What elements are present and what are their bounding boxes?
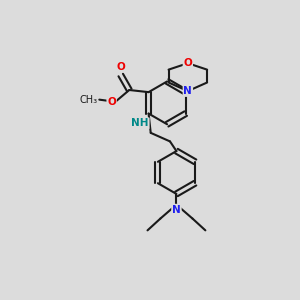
Text: O: O xyxy=(107,97,116,107)
Text: N: N xyxy=(184,86,192,96)
Text: O: O xyxy=(184,58,192,68)
Text: N: N xyxy=(172,205,181,214)
Text: NH: NH xyxy=(131,118,149,128)
Text: O: O xyxy=(116,62,125,72)
Text: CH₃: CH₃ xyxy=(79,94,97,105)
